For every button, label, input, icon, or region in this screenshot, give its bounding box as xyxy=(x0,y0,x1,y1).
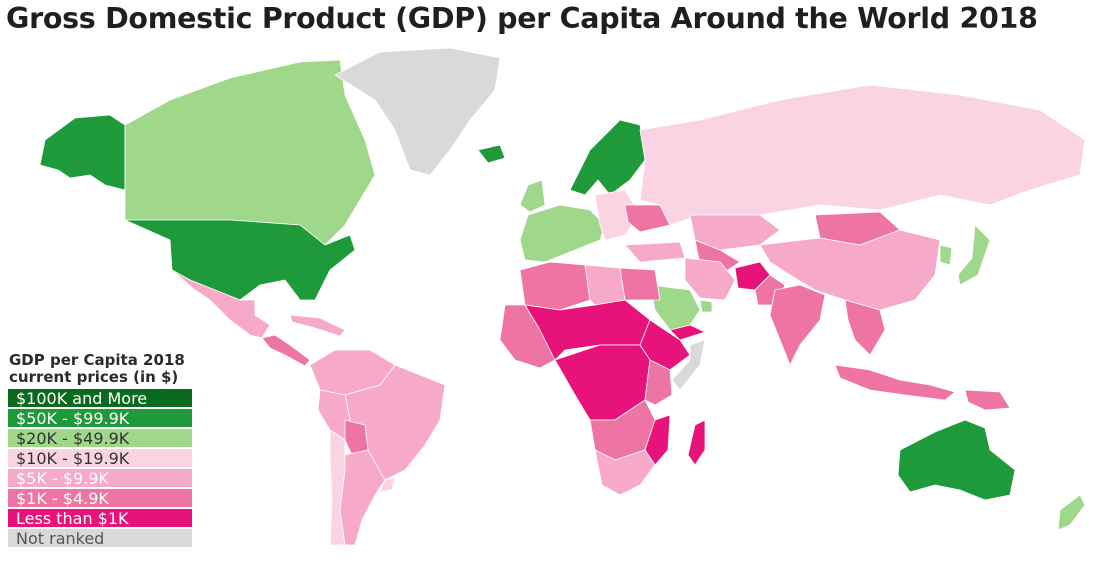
legend-item-less-than-1k: Less than $1K xyxy=(8,508,192,528)
region-iran xyxy=(684,257,736,301)
legend-items: $100K and More $50K - $99.9K $20K - $49.… xyxy=(8,388,192,548)
region-uruguay xyxy=(379,477,396,493)
region-bolivia xyxy=(344,419,369,456)
region-mozambique xyxy=(644,414,671,466)
region-new-zealand xyxy=(1057,494,1086,531)
legend-label: $1K - $4.9K xyxy=(16,488,109,508)
world-map xyxy=(39,47,1086,546)
region-ukraine xyxy=(624,204,671,233)
legend: GDP per Capita 2018 current prices (in $… xyxy=(8,352,192,549)
region-korea xyxy=(939,244,953,266)
region-north-africa xyxy=(519,261,591,311)
region-china xyxy=(759,229,941,311)
region-canada xyxy=(124,59,376,246)
legend-item-50k-99k: $50K - $99.9K xyxy=(8,408,192,428)
legend-title-line1: GDP per Capita 2018 xyxy=(9,351,185,369)
region-russia xyxy=(639,84,1086,226)
region-indonesia xyxy=(834,364,956,401)
region-madagascar xyxy=(687,419,706,466)
legend-label: $20K - $49.9K xyxy=(16,428,130,448)
region-eastern-europe xyxy=(594,189,641,241)
legend-label: $10K - $19.9K xyxy=(16,448,130,468)
region-western-europe xyxy=(519,204,606,263)
region-caribbean xyxy=(289,314,346,337)
legend-title-line2: current prices (in $) xyxy=(9,368,179,386)
region-scandinavia xyxy=(569,119,646,196)
region-mexico xyxy=(171,269,271,339)
region-japan xyxy=(957,224,991,286)
legend-label: Less than $1K xyxy=(16,508,129,528)
region-greenland xyxy=(334,47,501,176)
legend-item-1k-4k: $1K - $4.9K xyxy=(8,488,192,508)
region-australia xyxy=(897,419,1016,501)
map-title: Gross Domestic Product (GDP) per Capita … xyxy=(6,2,1038,35)
region-uk-ireland xyxy=(519,179,546,213)
region-kenya xyxy=(644,359,673,406)
legend-item-5k-9k: $5K - $9.9K xyxy=(8,468,192,488)
region-egypt xyxy=(619,267,661,301)
region-alaska xyxy=(39,114,126,191)
legend-label: $100K and More xyxy=(16,388,148,408)
region-libya xyxy=(584,264,626,306)
legend-label: $50K - $99.9K xyxy=(16,408,130,428)
region-india xyxy=(769,284,826,366)
legend-item-20k-49k: $20K - $49.9K xyxy=(8,428,192,448)
region-argentina xyxy=(339,449,386,546)
region-gulf-states xyxy=(699,299,713,313)
legend-label: $5K - $9.9K xyxy=(16,468,109,488)
region-iceland xyxy=(477,144,506,164)
legend-item-10k-19k: $10K - $19.9K xyxy=(8,448,192,468)
region-central-america xyxy=(261,334,311,367)
region-papua-new-guinea xyxy=(964,389,1011,411)
region-somalia xyxy=(671,339,706,391)
region-southeast-asia xyxy=(844,299,886,356)
region-yemen xyxy=(669,324,706,341)
legend-item-100k-and-more: $100K and More xyxy=(8,388,192,408)
legend-item-not-ranked: Not ranked xyxy=(8,528,192,548)
region-turkey xyxy=(624,241,686,263)
region-southern-africa xyxy=(594,449,656,496)
legend-label: Not ranked xyxy=(16,528,105,548)
